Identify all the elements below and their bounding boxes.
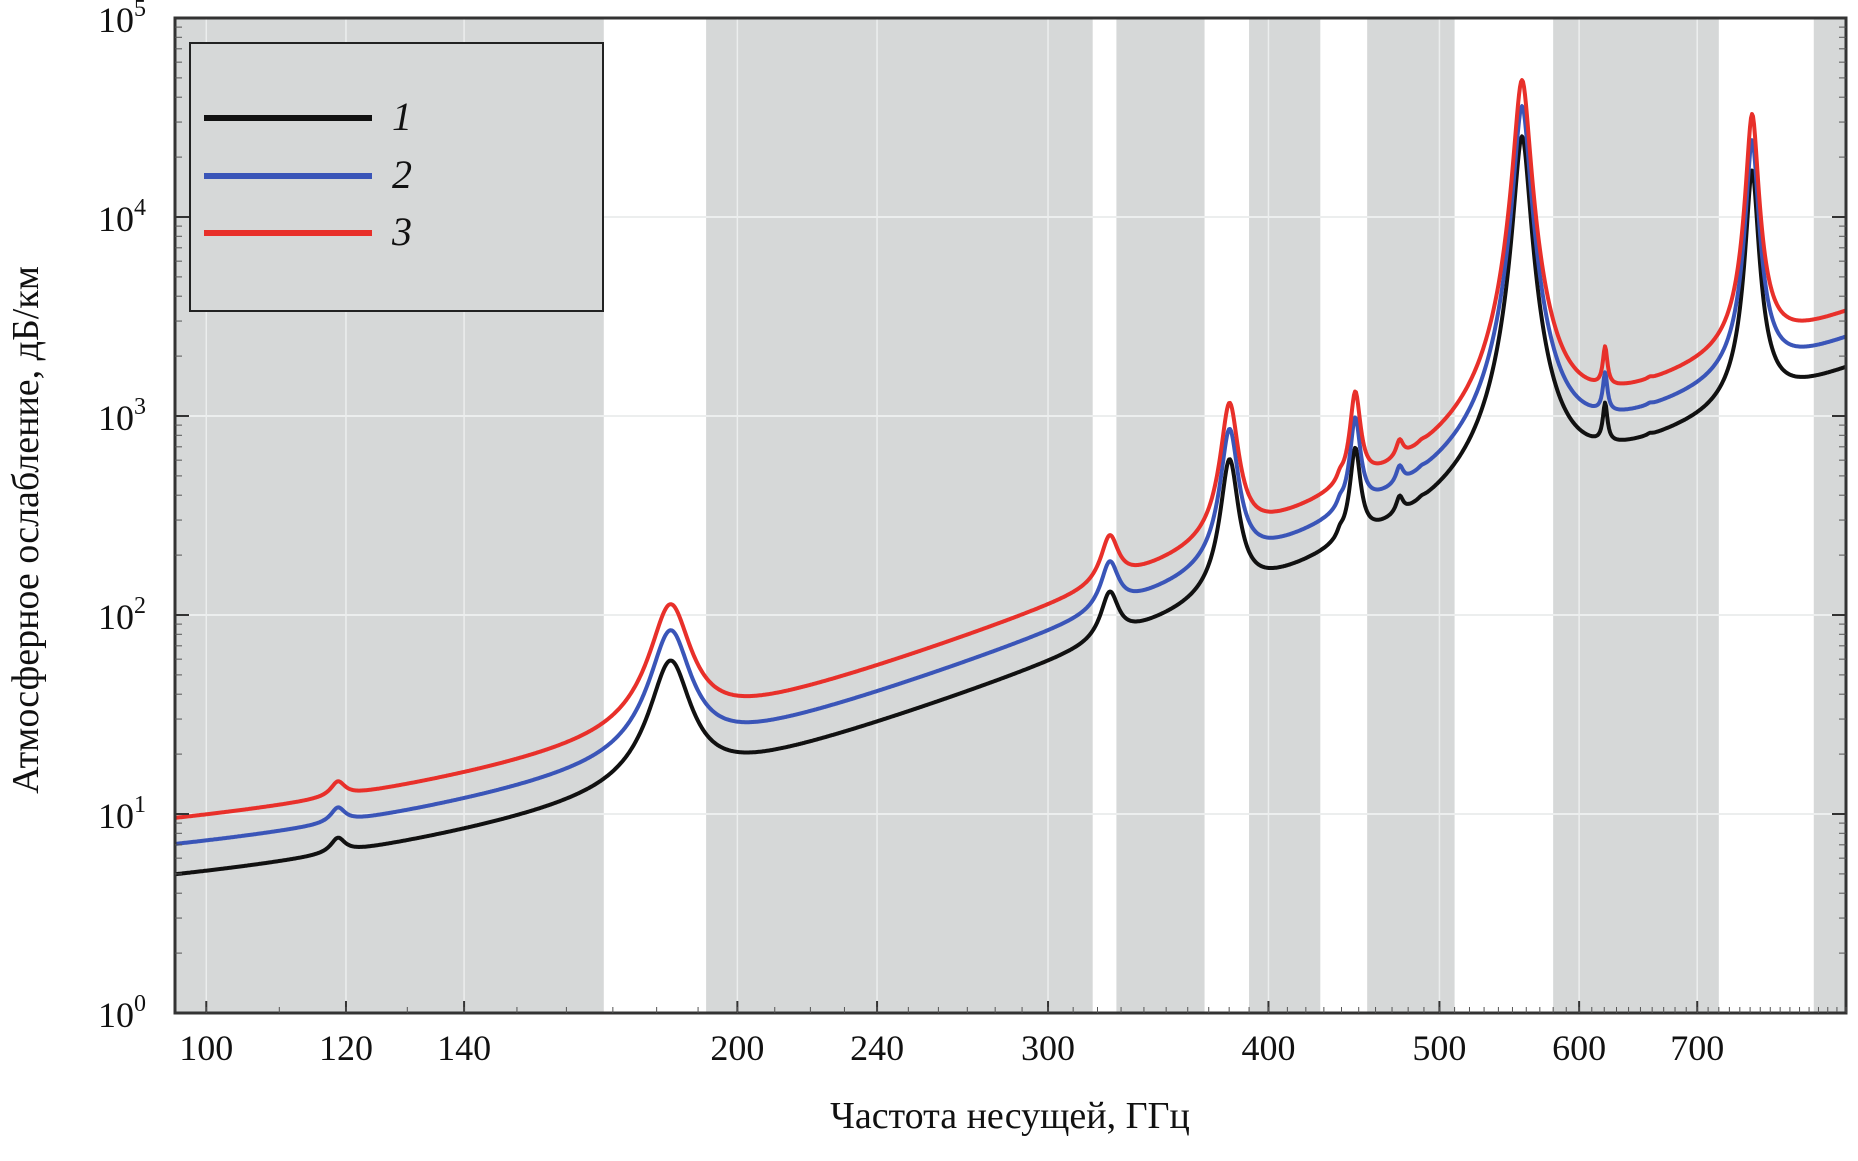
x-tick-label-100: 100 [179,1028,233,1068]
x-tick-label-300: 300 [1021,1028,1075,1068]
legend-label-1: 1 [392,94,412,139]
legend-label-3: 3 [391,209,412,254]
y-axis-label: Атмосферное ослабление, дБ/км [5,266,47,794]
plot-frame [173,16,1848,1015]
y-tick-label-5: 105 [98,0,146,40]
x-tick-label-200: 200 [710,1028,764,1068]
series-line-1 [174,134,1847,877]
x-tick-label-700: 700 [1670,1028,1724,1068]
x-axis-label: Частота несущей, ГГц [830,1095,1190,1137]
x-tick-label-400: 400 [1241,1028,1295,1068]
x-tick-label-600: 600 [1552,1028,1606,1068]
x-tick-label-120: 120 [319,1028,373,1068]
y-tick-label-0: 100 [98,991,146,1035]
y-tick-label-3: 103 [98,394,146,438]
y-axis-ticks: 100 101 102 103 104 105 [98,0,1846,1035]
y-tick-label-2: 102 [98,593,146,637]
x-tick-label-240: 240 [850,1028,904,1068]
x-tick-label-500: 500 [1412,1028,1466,1068]
shaded-band-3 [1116,18,1205,1013]
x-tick-label-140: 140 [437,1028,491,1068]
shaded-band-6 [1553,18,1719,1013]
legend: 1 2 3 [189,42,604,312]
x-axis-ticks: 100 120 140 200 240 300 400 500 600 700 [179,1001,1847,1068]
series-line-3 [174,78,1847,820]
shaded-band-4 [1249,18,1321,1013]
shaded-band-5 [1367,18,1455,1013]
y-tick-label-4: 104 [98,195,146,239]
legend-label-2: 2 [392,152,412,197]
series-line-2 [174,104,1847,846]
shaded-band-7 [1813,18,1846,1013]
shaded-band-2 [706,18,1093,1013]
y-tick-label-1: 101 [98,792,146,836]
curves [174,78,1847,877]
